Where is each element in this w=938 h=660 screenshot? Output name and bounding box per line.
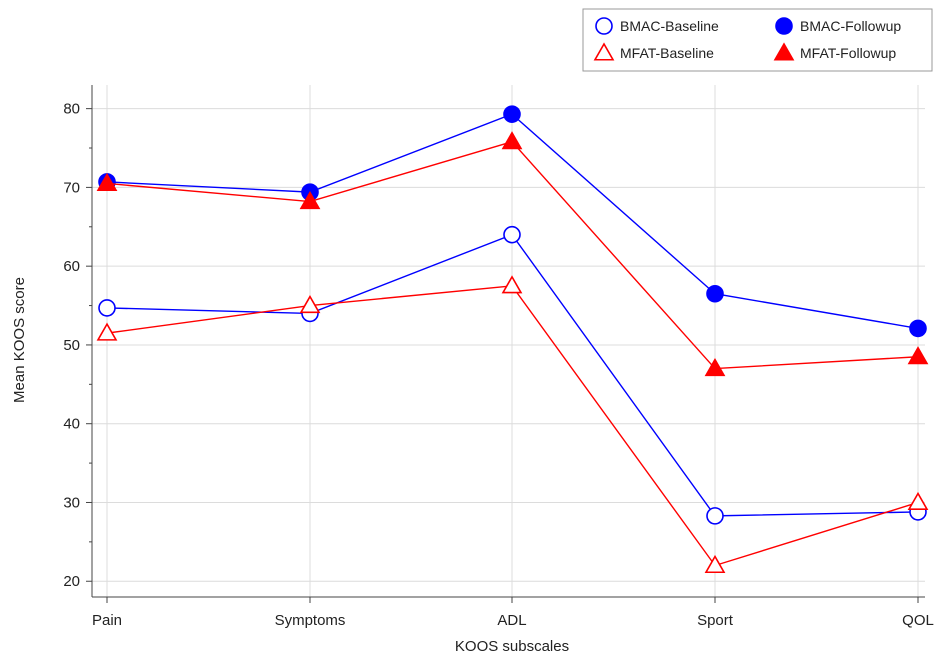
- x-ticks: Pain Symptoms ADL Sport QOL: [92, 597, 934, 629]
- x-axis-title: KOOS subscales: [455, 638, 569, 655]
- legend-box: [582, 8, 933, 72]
- y-tick-label: 50: [63, 337, 80, 354]
- data-point: [704, 357, 726, 377]
- y-tick-label: 40: [63, 416, 80, 433]
- data-point: [96, 172, 118, 192]
- y-tick-label: 20: [63, 573, 80, 590]
- data-point: [909, 319, 927, 338]
- legend-marker: [775, 17, 793, 35]
- series-mfat-followup: [96, 131, 929, 377]
- axes: [91, 85, 925, 598]
- data-point: [706, 507, 724, 525]
- data-point: [704, 554, 726, 574]
- data-point: [503, 105, 521, 123]
- legend-marker: [593, 42, 615, 61]
- series-group: [96, 105, 929, 574]
- data-point: [503, 225, 521, 244]
- y-tick-label: 80: [63, 101, 80, 118]
- y-tick-label: 30: [63, 494, 80, 511]
- grid-lines: [92, 85, 925, 597]
- legend-label: BMAC-Baseline: [620, 18, 719, 34]
- data-point: [706, 284, 724, 303]
- data-point: [907, 346, 929, 365]
- x-tick-label: Pain: [92, 612, 122, 629]
- y-ticks: 20 30 40 50 60 70 80: [63, 101, 92, 590]
- x-tick-label: ADL: [497, 612, 526, 629]
- legend-marker: [595, 17, 613, 35]
- x-tick-label: Sport: [697, 612, 734, 629]
- data-point: [501, 275, 523, 294]
- data-point: [907, 491, 929, 511]
- legend: BMAC-Baseline BMAC-Followup MFAT-Baseline M…: [582, 8, 933, 72]
- x-tick-label: Symptoms: [275, 612, 346, 629]
- legend-label: MFAT-Baseline: [620, 45, 714, 61]
- data-point: [98, 299, 116, 317]
- series-mfat-baseline: [96, 275, 929, 574]
- data-point: [501, 131, 523, 150]
- legend-label: MFAT-Followup: [800, 45, 896, 61]
- y-tick-label: 60: [63, 258, 80, 275]
- y-tick-label: 70: [63, 179, 80, 196]
- legend-label: BMAC-Followup: [800, 18, 901, 34]
- data-point: [299, 294, 321, 314]
- data-point: [299, 190, 321, 210]
- data-point: [96, 322, 118, 341]
- legend-marker: [773, 42, 795, 61]
- y-axis-title: Mean KOOS score: [11, 277, 28, 403]
- x-tick-label: QOL: [902, 612, 934, 629]
